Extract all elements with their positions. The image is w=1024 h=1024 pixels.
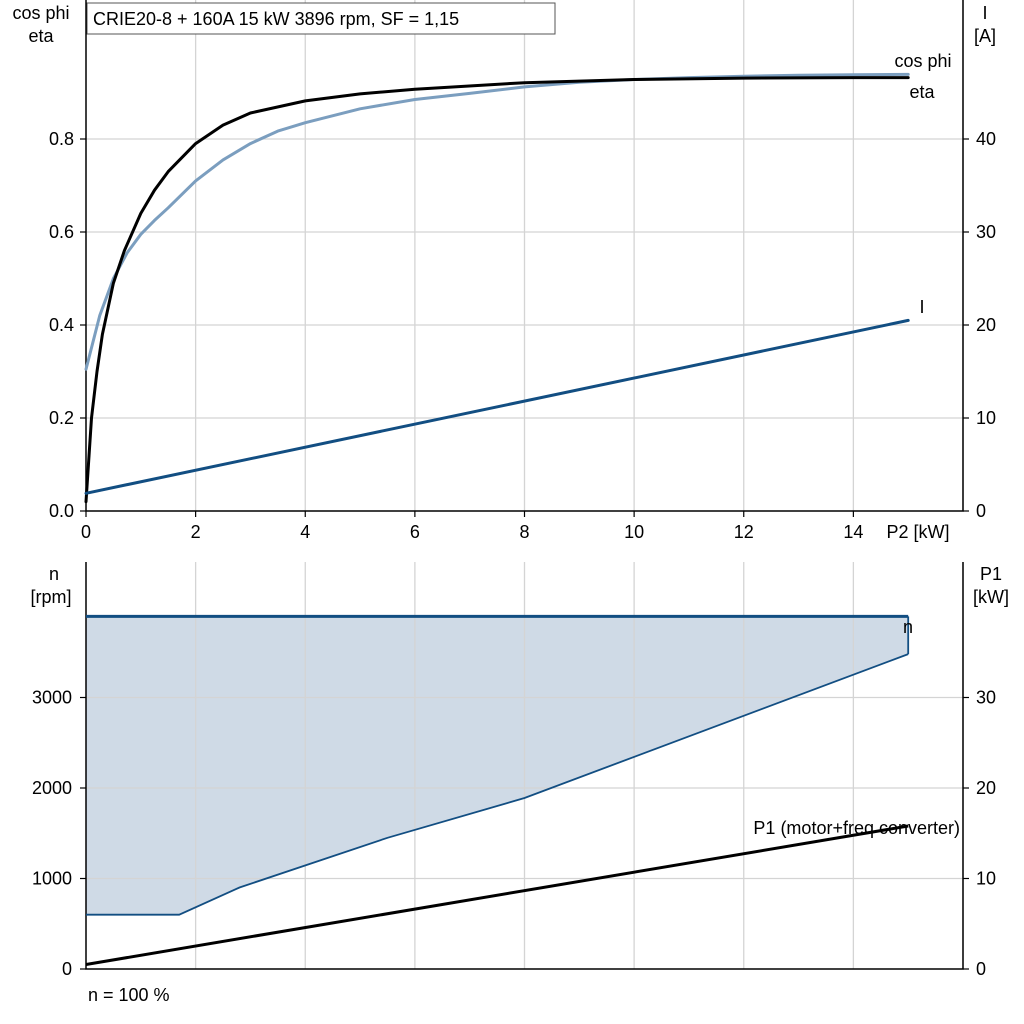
y-bottom-right-tick-label: 10 — [976, 869, 996, 889]
speed-min-line — [86, 653, 909, 916]
x-tick-label: 0 — [81, 522, 91, 542]
x-tick-label: 14 — [843, 522, 863, 542]
y-right-tick-label: 10 — [976, 408, 996, 428]
y-right-tick-label: 40 — [976, 129, 996, 149]
p1-line — [85, 824, 909, 966]
y-right-tick-label: 30 — [976, 222, 996, 242]
top-chart-series — [84, 72, 910, 504]
top-chart-ticks: 0 2 4 6 8 10 12 14 0.0 0.2 0.4 0.6 0.8 0 10 20 30 40 — [49, 129, 996, 542]
y-bottom-right-tick-label: 20 — [976, 778, 996, 798]
y-axis-bottom-left-label-line1: n — [49, 564, 59, 584]
x-tick-label: 4 — [300, 522, 310, 542]
x-tick-label: 12 — [734, 522, 754, 542]
bottom-chart-series — [85, 614, 910, 966]
x-tick-label: 8 — [519, 522, 529, 542]
y-axis-bottom-left-label-line2: [rpm] — [30, 587, 71, 607]
y-bottom-left-tick-label: 2000 — [32, 778, 72, 798]
x-tick-label: 10 — [624, 522, 644, 542]
chart-title-box — [86, 2, 556, 35]
x-tick-label: 6 — [410, 522, 420, 542]
series-label-p1: P1 (motor+freq converter) — [753, 818, 960, 838]
y-right-tick-label: 20 — [976, 315, 996, 335]
speed-area-fill — [86, 616, 909, 915]
bottom-chart-ticks: 0 1000 2000 3000 0 10 20 30 — [32, 688, 996, 980]
y-axis-right-label-line2: [A] — [974, 26, 996, 46]
y-axis-right-label-line1: I — [982, 3, 987, 23]
top-chart-grid — [86, 0, 964, 511]
x-axis-label: P2 [kW] — [886, 522, 949, 542]
y-bottom-left-tick-label: 0 — [62, 959, 72, 979]
speed-footer-note: n = 100 % — [88, 985, 170, 1005]
y-bottom-left-tick-label: 1000 — [32, 869, 72, 889]
series-line-current — [84, 318, 910, 495]
y-right-tick-label: 0 — [976, 501, 986, 521]
y-left-tick-label: 0.6 — [49, 222, 74, 242]
y-bottom-right-tick-label: 0 — [976, 959, 986, 979]
series-label-eta: eta — [909, 82, 935, 102]
series-label-current: I — [919, 297, 924, 317]
y-left-tick-label: 0.8 — [49, 129, 74, 149]
chart-title: CRIE20-8 + 160A 15 kW 3896 rpm, SF = 1,1… — [93, 9, 459, 29]
y-axis-bottom-right-label-line1: P1 — [980, 564, 1002, 584]
series-label-cosphi: cos phi — [894, 51, 951, 71]
bottom-chart-frame — [85, 562, 964, 970]
y-axis-left-label-line1: cos phi — [12, 3, 69, 23]
speed-range-area — [86, 616, 909, 915]
series-line-eta — [84, 76, 910, 504]
y-left-tick-label: 0.4 — [49, 315, 74, 335]
y-left-tick-label: 0.0 — [49, 501, 74, 521]
y-bottom-right-tick-label: 30 — [976, 688, 996, 708]
y-axis-left-label-line2: eta — [28, 26, 54, 46]
y-axis-bottom-right-label-line2: [kW] — [973, 587, 1009, 607]
y-bottom-left-tick-label: 3000 — [32, 688, 72, 708]
series-label-speed: n — [903, 617, 913, 637]
y-left-tick-label: 0.2 — [49, 408, 74, 428]
x-tick-label: 2 — [191, 522, 201, 542]
